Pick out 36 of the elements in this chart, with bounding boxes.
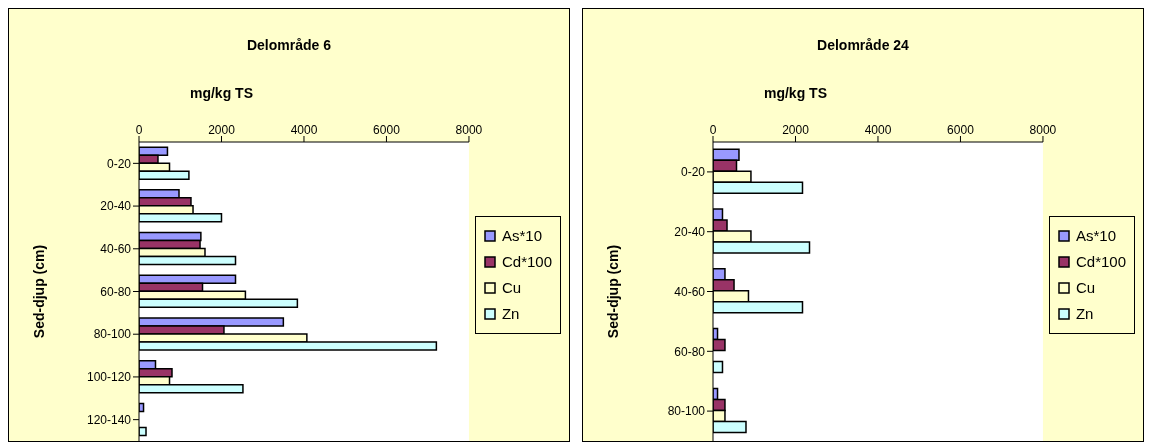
x-tick-label: 4000 [290,123,318,137]
legend-label: As*10 [501,226,542,246]
y-tick-label: 0-20 [106,156,132,171]
chart-title: Delområde 24 [816,37,910,53]
x-tick-label: 8000 [1029,123,1057,137]
x-axis-title: mg/kg TS [189,85,254,101]
y-tick-label: 0-20 [680,165,706,180]
x-tick-label: 6000 [373,123,401,137]
legend-label: As*10 [1075,226,1116,246]
y-tick-label: 100-120 [86,370,132,385]
legend-label: Cd*100 [1075,252,1126,272]
y-tick-label: 40-60 [674,284,706,299]
x-tick-label: 8000 [455,123,483,137]
y-tick-label: 60-80 [674,344,706,359]
legend-label: Cd*100 [501,252,552,272]
x-axis-title: mg/kg TS [763,85,828,101]
legend-label: Zn [1075,304,1094,324]
legend-label: Cu [501,278,522,298]
x-tick-label: 4000 [864,123,892,137]
y-axis-title: Sed-djup (cm) [604,244,621,339]
x-tick-label: 2000 [208,123,236,137]
legend-label: Cu [1075,278,1096,298]
x-tick-label: 2000 [782,123,810,137]
y-tick-label: 80-100 [667,404,706,419]
y-axis-title: Sed-djup (cm) [30,244,47,339]
y-tick-label: 20-40 [100,199,132,214]
y-tick-label: 120-140 [86,412,132,427]
y-tick-label: 20-40 [674,224,706,239]
x-tick-label: 0 [709,123,717,137]
x-tick-label: 0 [135,123,143,137]
y-tick-label: 40-60 [100,242,132,257]
x-tick-label: 6000 [947,123,975,137]
chart-title: Delområde 6 [245,37,332,53]
legend-label: Zn [501,304,520,324]
y-tick-label: 60-80 [100,284,132,299]
y-tick-label: 80-100 [93,327,132,342]
